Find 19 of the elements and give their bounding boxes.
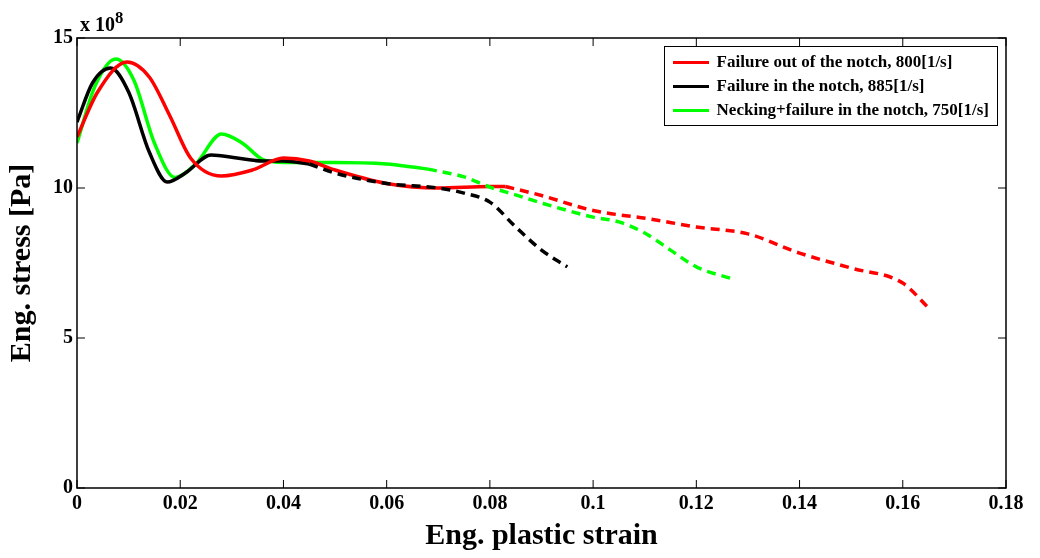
x-tick-label: 0.06 bbox=[369, 491, 405, 514]
y-axis-title: Eng. stress [Pa] bbox=[2, 163, 36, 363]
x-tick-label: 0.1 bbox=[580, 491, 606, 514]
x-tick-label: 0.08 bbox=[472, 491, 508, 514]
y-tick-label: 15 bbox=[53, 25, 73, 48]
y-tick-label: 5 bbox=[63, 325, 73, 348]
y-tick-label: 0 bbox=[63, 475, 73, 498]
text: x 10$^{8}$ bbox=[80, 8, 124, 36]
x-tick-label: 0.14 bbox=[782, 491, 818, 514]
legend-label: Failure in the notch, 885[1/s] bbox=[716, 76, 925, 96]
x-tick-label: 0.02 bbox=[162, 491, 198, 514]
x-tick-label: 0.04 bbox=[265, 491, 301, 514]
y-tick-label: 10 bbox=[53, 175, 73, 198]
x-tick-label: 0.12 bbox=[678, 491, 714, 514]
x-tick-label: 0.18 bbox=[988, 491, 1024, 514]
legend-label: Failure out of the notch, 800[1/s] bbox=[716, 52, 953, 72]
x-axis-title: Eng. plastic strain bbox=[425, 516, 659, 550]
legend-label: Necking+failure in the notch, 750[1/s] bbox=[716, 100, 989, 120]
x-tick-label: 0.16 bbox=[885, 491, 921, 514]
